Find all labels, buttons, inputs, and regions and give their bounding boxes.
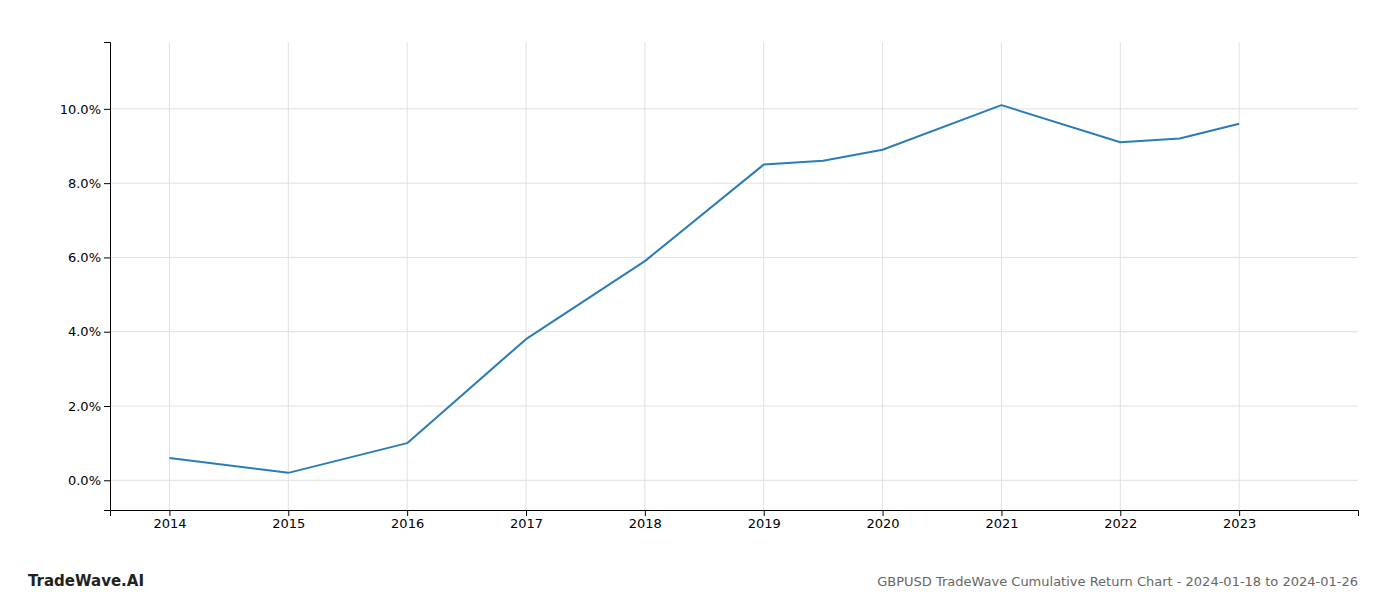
- y-tick: 8.0%: [68, 176, 110, 191]
- x-tick: 2017: [510, 510, 543, 531]
- grid-line: [110, 183, 1358, 184]
- chart-container: 2014 2015 2016 2017 2018 2019 2020 2021 2022 2023…: [0, 0, 1400, 600]
- y-tick-mark: [104, 406, 110, 407]
- y-tick-label: 6.0%: [68, 250, 101, 265]
- x-tick-label: 2023: [1223, 516, 1256, 531]
- x-tick: 2019: [748, 510, 781, 531]
- y-tick: 4.0%: [68, 324, 110, 339]
- x-tick-mark: [645, 510, 646, 516]
- y-tick: 0.0%: [68, 473, 110, 488]
- grid-line: [1239, 42, 1240, 510]
- x-tick: 2015: [272, 510, 305, 531]
- y-tick-mark: [104, 480, 110, 481]
- y-tick-mark: [104, 332, 110, 333]
- grid-line: [110, 257, 1358, 258]
- grid-line: [763, 42, 764, 510]
- y-axis-line: [104, 43, 111, 511]
- x-tick-label: 2021: [985, 516, 1018, 531]
- x-axis: 2014 2015 2016 2017 2018 2019 2020 2021 2022 2023: [111, 510, 1359, 531]
- x-tick-label: 2017: [510, 516, 543, 531]
- x-tick-label: 2018: [629, 516, 662, 531]
- x-tick-label: 2016: [391, 516, 424, 531]
- grid-line: [288, 42, 289, 510]
- x-tick-mark: [288, 510, 289, 516]
- y-tick-label: 8.0%: [68, 176, 101, 191]
- x-tick-label: 2014: [153, 516, 186, 531]
- y-axis: 0.0% 2.0% 4.0% 6.0% 8.0% 10.0%: [60, 43, 111, 511]
- grid-line: [110, 480, 1358, 481]
- chart-title: GBPUSD TradeWave Cumulative Return Chart…: [877, 574, 1358, 589]
- grid-line: [526, 42, 527, 510]
- x-tick-label: 2015: [272, 516, 305, 531]
- x-tick-label: 2020: [867, 516, 900, 531]
- plot-area: [169, 105, 1239, 473]
- x-tick-mark: [1001, 510, 1002, 516]
- grid-line: [169, 42, 170, 510]
- x-tick-mark: [407, 510, 408, 516]
- x-tick: 2021: [985, 510, 1018, 531]
- x-tick: 2022: [1104, 510, 1137, 531]
- x-tick-mark: [526, 510, 527, 516]
- x-tick-mark: [1239, 510, 1240, 516]
- x-tick: 2020: [867, 510, 900, 531]
- watermark: TradeWave.AI: [28, 572, 144, 590]
- y-tick: 10.0%: [60, 102, 110, 117]
- x-tick: 2023: [1223, 510, 1256, 531]
- data-line: [169, 105, 1239, 473]
- x-axis-line: [111, 511, 1359, 517]
- y-tick-mark: [104, 257, 110, 258]
- x-tick: 2014: [153, 510, 186, 531]
- y-tick: 6.0%: [68, 250, 110, 265]
- grid-line: [407, 42, 408, 510]
- grid-line: [882, 42, 883, 510]
- y-tick-label: 10.0%: [60, 102, 101, 117]
- y-tick-label: 4.0%: [68, 324, 101, 339]
- x-tick-mark: [883, 510, 884, 516]
- grid-line: [1001, 42, 1002, 510]
- x-tick: 2018: [629, 510, 662, 531]
- y-tick-mark: [104, 109, 110, 110]
- x-tick-mark: [1120, 510, 1121, 516]
- chart-svg: 2014 2015 2016 2017 2018 2019 2020 2021 2022 2023…: [0, 0, 1400, 600]
- grid-line: [644, 42, 645, 510]
- x-tick-label: 2019: [748, 516, 781, 531]
- y-tick-label: 0.0%: [68, 473, 101, 488]
- x-tick-mark: [764, 510, 765, 516]
- y-tick-label: 2.0%: [68, 399, 101, 414]
- grid-line: [110, 406, 1358, 407]
- grid-line: [110, 108, 1358, 109]
- x-tick-label: 2022: [1104, 516, 1137, 531]
- grid: [110, 42, 1358, 510]
- x-tick: 2016: [391, 510, 424, 531]
- grid-line: [1120, 42, 1121, 510]
- y-tick-mark: [104, 183, 110, 184]
- grid-line: [110, 331, 1358, 332]
- x-tick-mark: [169, 510, 170, 516]
- y-tick: 2.0%: [68, 399, 110, 414]
